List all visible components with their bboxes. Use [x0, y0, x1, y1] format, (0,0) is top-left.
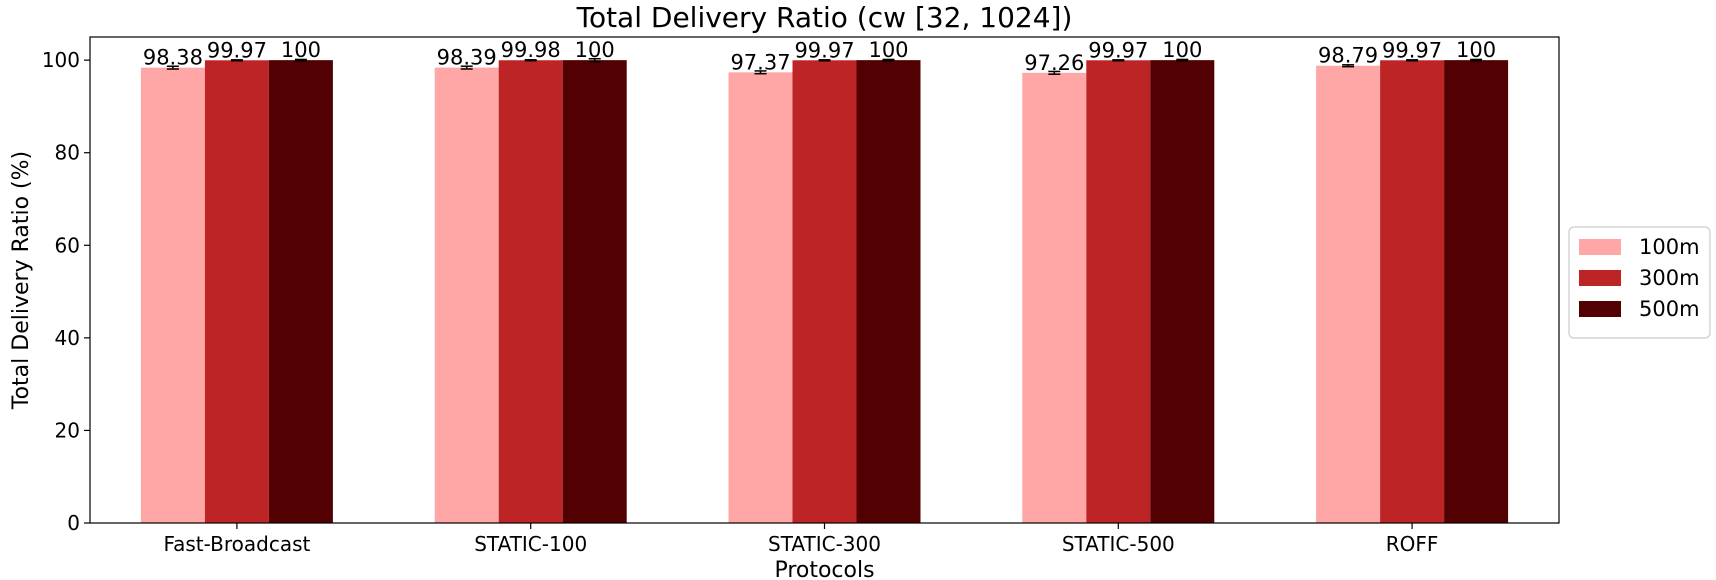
- bar: [1380, 60, 1445, 524]
- y-axis-label: Total Delivery Ratio (%): [9, 151, 34, 410]
- data-label: 99.97: [1382, 38, 1442, 62]
- x-tick-label: ROFF: [1386, 532, 1439, 556]
- y-tick-label: 20: [55, 418, 80, 442]
- legend-swatch: [1579, 301, 1621, 317]
- y-axis: 0 20 40 60 80 100: [42, 48, 90, 535]
- bar: [498, 60, 563, 524]
- legend-label: 300m: [1639, 266, 1700, 290]
- data-label: 99.98: [501, 38, 561, 62]
- x-axis: Fast-Broadcast STATIC-100 STATIC-300 STATIC…: [163, 523, 1438, 556]
- legend-swatch: [1579, 239, 1621, 255]
- chart-title: Total Delivery Ratio (cw [32, 1024]): [576, 1, 1073, 34]
- data-label: 97.37: [730, 50, 790, 74]
- bar: [728, 72, 793, 523]
- bar: [1444, 60, 1509, 524]
- data-label: 99.97: [207, 38, 267, 62]
- bar: [268, 60, 333, 524]
- data-label: 98.38: [143, 46, 203, 70]
- bar: [856, 60, 921, 524]
- data-label: 99.97: [1088, 38, 1148, 62]
- x-tick-label: STATIC-100: [474, 532, 587, 556]
- bar: [1150, 60, 1215, 524]
- data-label: 97.26: [1024, 51, 1084, 75]
- data-label: 98.79: [1318, 44, 1378, 68]
- data-label: 100: [1456, 38, 1496, 62]
- x-tick-label: Fast-Broadcast: [163, 532, 310, 556]
- x-axis-label: Protocols: [774, 558, 874, 580]
- data-label: 100: [281, 38, 321, 62]
- bar: [204, 60, 269, 524]
- bar: [1086, 60, 1151, 524]
- y-tick-label: 60: [55, 233, 80, 257]
- data-label: 98.39: [437, 46, 497, 70]
- legend-label: 100m: [1639, 235, 1700, 259]
- bar: [434, 67, 499, 524]
- data-label: 100: [868, 38, 908, 62]
- x-tick-label: STATIC-500: [1062, 532, 1175, 556]
- data-label: 100: [575, 38, 615, 62]
- bar: [1022, 72, 1087, 524]
- legend-label: 500m: [1639, 297, 1700, 321]
- legend: 100m 300m 500m: [1568, 226, 1711, 339]
- y-tick-label: 0: [67, 511, 80, 535]
- y-tick-label: 40: [55, 326, 80, 350]
- y-tick-label: 80: [55, 141, 80, 165]
- y-tick-label: 100: [42, 48, 80, 72]
- bar: [562, 60, 627, 524]
- data-label: 100: [1162, 38, 1202, 62]
- bar: [792, 60, 857, 524]
- error-bars-layer: [166, 58, 1483, 75]
- bars-layer: [140, 60, 1509, 524]
- data-label: 99.97: [794, 38, 854, 62]
- x-tick-label: STATIC-300: [768, 532, 881, 556]
- bar: [1316, 65, 1381, 523]
- legend-swatch: [1579, 270, 1621, 286]
- bar: [140, 67, 205, 523]
